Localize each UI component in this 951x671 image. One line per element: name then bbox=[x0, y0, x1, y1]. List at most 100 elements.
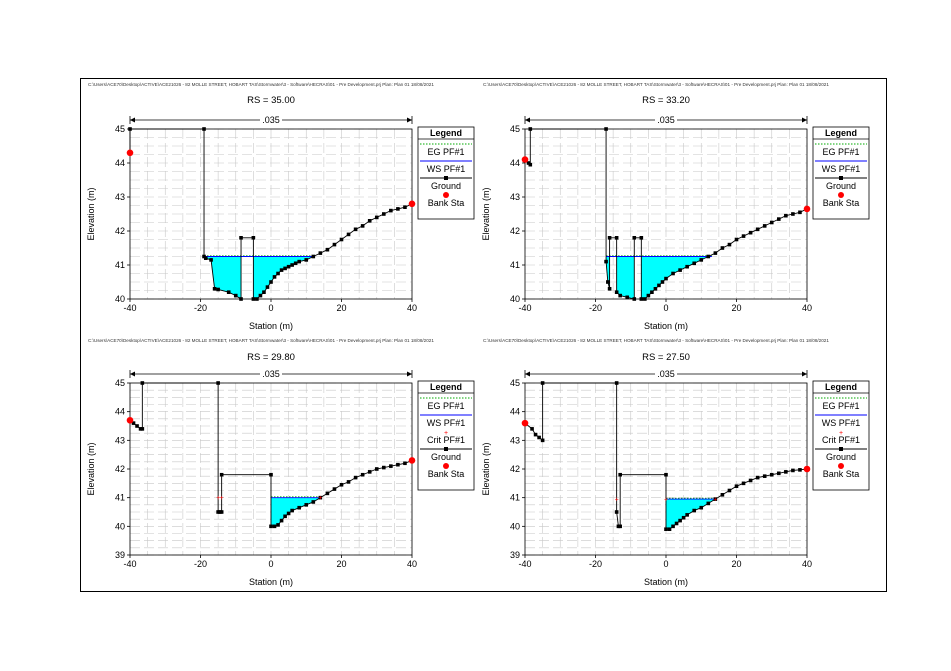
ground-point bbox=[664, 527, 668, 531]
ground-point bbox=[135, 424, 139, 428]
y-tick-label: 42 bbox=[510, 464, 520, 474]
x-axis-title: Station (m) bbox=[644, 577, 688, 587]
legend-item-label: Bank Sta bbox=[428, 198, 465, 208]
y-tick-label: 43 bbox=[510, 192, 520, 202]
ground-point bbox=[530, 427, 534, 431]
ground-point bbox=[699, 258, 704, 262]
ground-point bbox=[255, 297, 259, 301]
legend-item-label: EG PF#1 bbox=[427, 401, 464, 411]
legend-title: Legend bbox=[430, 128, 462, 138]
y-tick-label: 44 bbox=[510, 407, 520, 417]
ground-point bbox=[353, 227, 358, 232]
y-tick-label: 40 bbox=[115, 294, 125, 304]
legend-item-label: Ground bbox=[826, 181, 856, 191]
ground-point bbox=[614, 510, 619, 514]
x-tick-label: 40 bbox=[802, 559, 812, 569]
bank-station-point bbox=[803, 465, 811, 473]
y-tick-label: 40 bbox=[510, 521, 520, 531]
ground-point bbox=[226, 290, 231, 294]
legend-ground-swatch-marker bbox=[444, 447, 448, 451]
ground-point bbox=[382, 212, 386, 216]
file-path-header: C:\Users\ACE70\Desktop\ACTIVE\ACE21026 -… bbox=[483, 82, 829, 87]
ground-point bbox=[239, 297, 243, 301]
ground-point bbox=[251, 236, 256, 240]
y-tick-label: 39 bbox=[510, 550, 520, 560]
ground-point bbox=[339, 237, 344, 242]
ground-point bbox=[685, 264, 689, 269]
chart-panel-3: C:\Users\ACE70\Desktop\ACTIVE\ACE21026 -… bbox=[86, 338, 475, 587]
ground-point bbox=[748, 478, 753, 483]
ground-point bbox=[639, 297, 644, 301]
legend-crit-swatch: + bbox=[444, 430, 448, 437]
ground-point bbox=[318, 251, 323, 255]
x-tick-label: 0 bbox=[268, 303, 273, 313]
ground-point bbox=[727, 488, 732, 493]
ground-point bbox=[325, 247, 330, 252]
ground-point bbox=[618, 293, 622, 298]
ground-point bbox=[777, 471, 781, 476]
ground-point bbox=[367, 219, 372, 223]
ground-point bbox=[685, 513, 689, 517]
legend-item-label: EG PF#1 bbox=[427, 147, 464, 157]
ground-point bbox=[784, 213, 788, 218]
ground-point bbox=[769, 472, 774, 477]
ground-point bbox=[713, 497, 718, 501]
ground-point bbox=[346, 480, 351, 484]
n-value-label: .035 bbox=[657, 369, 675, 379]
bank-station-point bbox=[803, 205, 811, 213]
ground-point bbox=[720, 246, 725, 250]
ground-point bbox=[667, 527, 672, 531]
legend-item-label: Bank Sta bbox=[428, 469, 465, 479]
ground-point bbox=[618, 524, 622, 529]
n-value-arrow-right bbox=[802, 371, 807, 377]
bank-station-point bbox=[126, 416, 134, 424]
ground-point bbox=[332, 487, 337, 491]
ground-point bbox=[540, 381, 545, 385]
ground-point bbox=[650, 290, 654, 294]
rs-title: RS = 35.00 bbox=[247, 95, 295, 106]
y-tick-label: 39 bbox=[115, 550, 125, 560]
n-value-arrow-right bbox=[802, 117, 807, 123]
ground-point bbox=[360, 224, 365, 228]
ground-point bbox=[269, 524, 273, 529]
ground-point bbox=[653, 287, 658, 291]
bank-station-point bbox=[521, 156, 529, 163]
ground-point bbox=[403, 461, 407, 466]
ground-point bbox=[283, 514, 287, 519]
x-axis-title: Station (m) bbox=[644, 321, 688, 331]
legend-item-label: Ground bbox=[826, 452, 856, 462]
ground-point bbox=[258, 293, 263, 298]
x-tick-label: -20 bbox=[589, 559, 602, 569]
ground-point bbox=[660, 280, 665, 284]
n-value-arrow-left bbox=[525, 117, 530, 123]
x-tick-label: 20 bbox=[336, 303, 346, 313]
bank-station-point bbox=[521, 419, 529, 427]
ground-point bbox=[140, 381, 145, 385]
y-tick-label: 45 bbox=[115, 378, 125, 388]
n-value-label-bg bbox=[260, 115, 282, 124]
ground-point bbox=[664, 276, 668, 281]
legend-box bbox=[417, 380, 475, 491]
ground-point bbox=[646, 293, 651, 298]
rs-title: RS = 33.20 bbox=[642, 95, 690, 106]
x-tick-label: -20 bbox=[589, 303, 602, 313]
ground-point bbox=[618, 472, 622, 477]
ground-point bbox=[311, 254, 316, 259]
ground-point bbox=[272, 275, 277, 279]
legend-bank-swatch bbox=[443, 192, 449, 198]
ground-point bbox=[389, 464, 393, 468]
ground-point bbox=[396, 207, 400, 211]
ground-point bbox=[755, 475, 760, 480]
n-value-label: .035 bbox=[262, 115, 280, 125]
ground-point bbox=[706, 501, 711, 506]
ground-point bbox=[604, 127, 608, 131]
x-tick-label: 20 bbox=[731, 303, 741, 313]
ground-point bbox=[748, 230, 753, 235]
y-tick-label: 42 bbox=[115, 464, 125, 474]
bank-station-point bbox=[408, 200, 416, 208]
ground-point bbox=[212, 287, 217, 291]
ground-point bbox=[269, 280, 273, 284]
ground-point bbox=[528, 127, 533, 131]
rs-title: RS = 29.80 bbox=[247, 352, 295, 363]
